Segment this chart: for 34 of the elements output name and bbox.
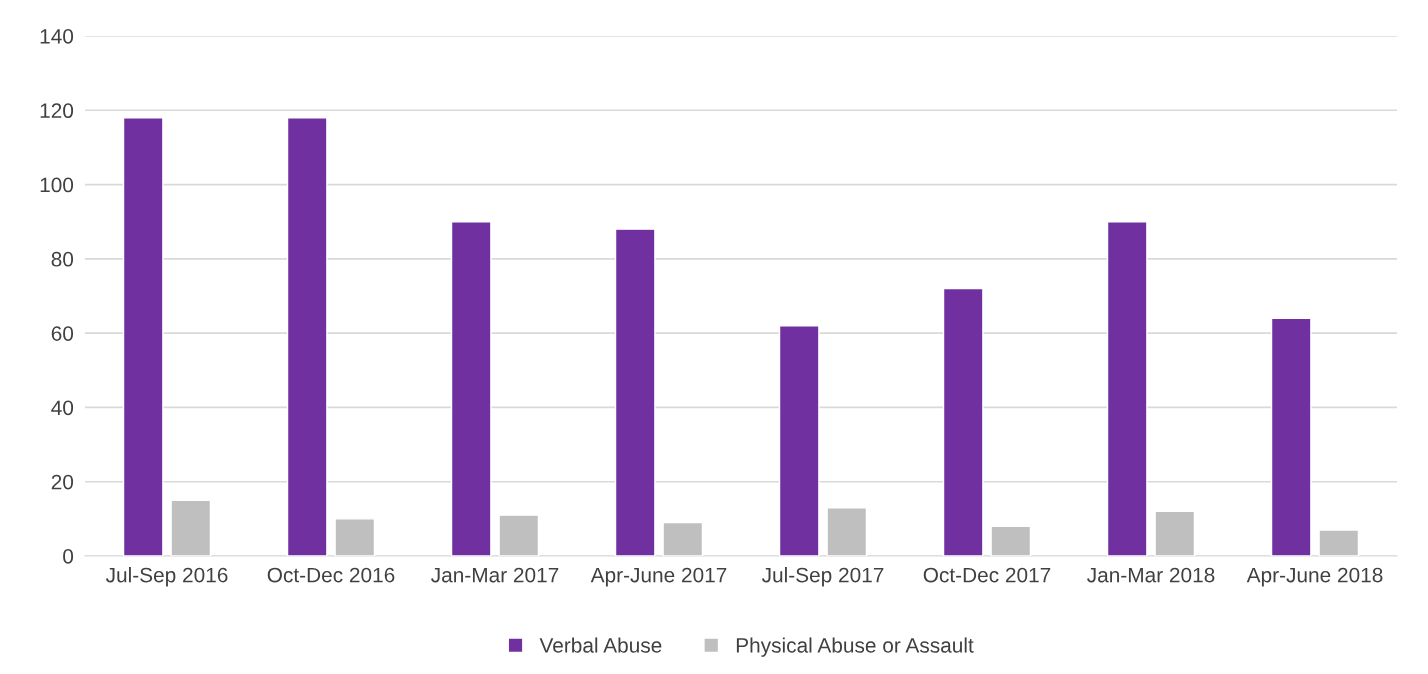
- x-tick-label: Oct-Dec 2017: [923, 567, 1051, 583]
- y-tick-label: 40: [51, 400, 74, 416]
- bar: [942, 287, 984, 556]
- y-tick-label: 140: [40, 29, 74, 44]
- bar: [122, 117, 164, 556]
- x-tick-label: Jul-Sep 2017: [761, 567, 884, 587]
- legend-label: Verbal Abuse: [539, 637, 662, 653]
- bar: [1318, 529, 1360, 556]
- y-tick-label: 0: [63, 549, 74, 564]
- y-tick-label: 20: [51, 474, 74, 490]
- bar: [286, 117, 328, 556]
- bar: [450, 221, 492, 556]
- bar: [614, 228, 656, 556]
- x-tick-label: Jul-Sep 2016: [105, 567, 228, 587]
- x-tick-label: Jan-Mar 2018: [1087, 567, 1215, 583]
- y-tick-label: 120: [40, 103, 74, 119]
- x-tick-label: Apr-June 2017: [590, 567, 727, 587]
- bar: [170, 499, 212, 556]
- bar: [1154, 510, 1196, 556]
- x-tick-label: Jan-Mar 2017: [431, 567, 559, 583]
- x-tick-label: Oct-Dec 2016: [267, 567, 395, 583]
- bar: [662, 521, 704, 556]
- bar: [826, 507, 868, 556]
- y-tick-label: 80: [51, 251, 74, 267]
- legend-label: Physical Abuse or Assault: [736, 637, 974, 657]
- y-tick-label: 100: [40, 177, 74, 193]
- bar: [990, 525, 1032, 556]
- bar: [1270, 317, 1312, 556]
- bar: [778, 325, 820, 556]
- y-tick-label: 60: [51, 326, 74, 341]
- bar: [334, 518, 376, 556]
- bar: [1106, 221, 1148, 556]
- x-tick-label: Apr-June 2018: [1246, 567, 1383, 587]
- bar: [498, 514, 540, 556]
